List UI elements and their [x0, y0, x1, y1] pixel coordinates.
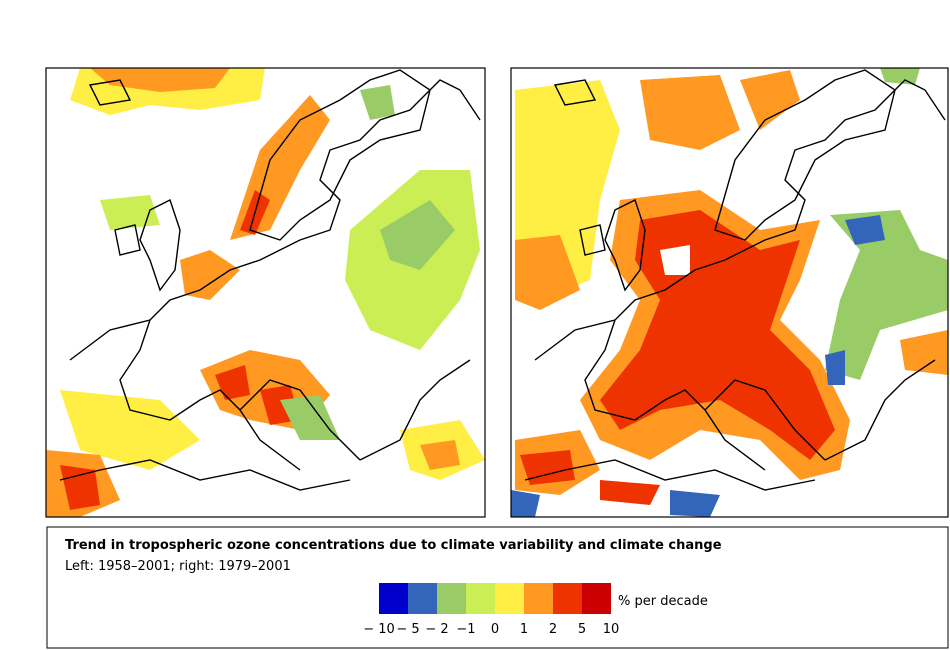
legend-swatch	[553, 583, 582, 614]
legend-label: 10	[603, 622, 620, 637]
left-map	[46, 68, 485, 517]
legend-label: 0	[491, 622, 499, 637]
left-map-frame	[45, 67, 486, 518]
legend-swatch	[524, 583, 553, 614]
legend-swatch	[495, 583, 524, 614]
legend-label: − 2	[425, 622, 448, 637]
legend-label: − 10	[363, 622, 395, 637]
legend-label: − 5	[396, 622, 419, 637]
legend: − 10− 5 − 2 −1 0 1 2 5 10	[363, 583, 619, 637]
legend-label: −1	[456, 622, 475, 637]
legend-swatch	[437, 583, 466, 614]
legend-swatch	[582, 583, 611, 614]
caption-subtitle: Left: 1958–2001; right: 1979–2001	[65, 559, 291, 574]
right-map-frame	[510, 67, 949, 518]
legend-swatch	[379, 583, 408, 614]
right-map	[511, 68, 948, 517]
legend-swatch	[408, 583, 437, 614]
legend-label: 2	[549, 622, 557, 637]
legend-unit: % per decade	[618, 594, 708, 609]
legend-label: 5	[578, 622, 586, 637]
legend-label: 1	[520, 622, 528, 637]
legend-swatch	[466, 583, 495, 614]
caption-title: Trend in tropospheric ozone concentratio…	[65, 538, 722, 553]
